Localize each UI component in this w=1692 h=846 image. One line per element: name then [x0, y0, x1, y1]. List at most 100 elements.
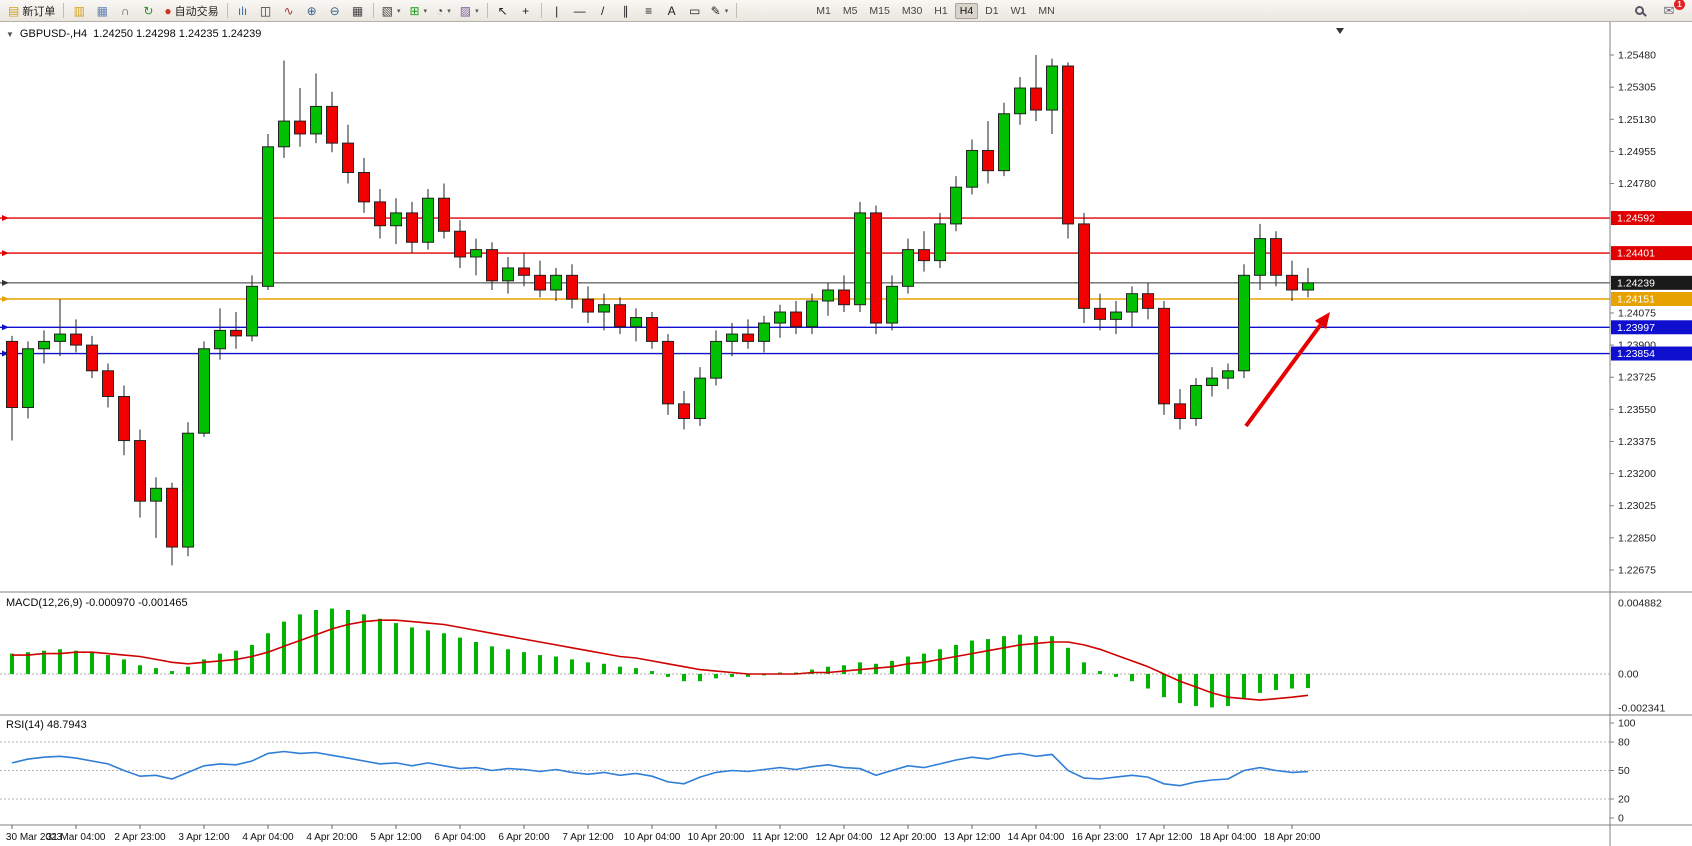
trend-arrow-annotation[interactable] — [1244, 312, 1330, 428]
candle — [118, 385, 130, 456]
timeline-label: 12 Apr 20:00 — [880, 832, 937, 843]
line-chart-button[interactable]: ∿ — [278, 1, 300, 21]
new-order-button[interactable]: ▤ 新订单 — [4, 1, 59, 21]
rsi-indicator-label: RSI(14) 48.7943 — [6, 719, 87, 731]
timeline-label: 10 Apr 20:00 — [688, 832, 745, 843]
vertical-line-icon: | — [555, 3, 559, 18]
candle — [966, 139, 978, 195]
bar-chart-button[interactable]: ılı — [232, 1, 254, 21]
timeline-label: 4 Apr 04:00 — [242, 832, 294, 843]
indicators-button[interactable]: ⊞ ▾ — [405, 1, 431, 21]
candle — [214, 308, 226, 360]
candle — [1222, 363, 1234, 390]
refresh-button[interactable]: ↻ — [137, 1, 159, 21]
timeline-label: 3 Apr 12:00 — [178, 832, 230, 843]
cursor-button[interactable]: ↖ — [492, 1, 514, 21]
support-line-1[interactable] — [0, 324, 1610, 331]
search-button[interactable] — [1628, 1, 1650, 21]
candle — [934, 212, 946, 268]
candle — [774, 304, 786, 338]
price-badge-value: 1.23997 — [1617, 322, 1655, 334]
one-click-trading-toggle-icon[interactable]: ▼ — [6, 29, 14, 39]
timeframe-M5[interactable]: M5 — [842, 4, 858, 17]
crosshair-icon: + — [522, 3, 530, 18]
text-button[interactable]: A — [661, 1, 683, 21]
mailbox-icon: ✉ — [1663, 3, 1675, 18]
price-badge: 1.24592 — [1611, 211, 1692, 226]
draw-dropdown-icon[interactable]: ▾ — [724, 7, 729, 15]
channel-button[interactable]: ∥ — [615, 1, 637, 21]
crosshair-button[interactable]: + — [515, 1, 537, 21]
timeline-label: 18 Apr 20:00 — [1264, 832, 1321, 843]
support-line-2[interactable] — [0, 350, 1610, 357]
timeline-label: 12 Apr 04:00 — [816, 832, 873, 843]
timeline-label: 14 Apr 04:00 — [1008, 832, 1065, 843]
vertical-line-button[interactable]: | — [546, 1, 568, 21]
timeframe-W1[interactable]: W1 — [1010, 4, 1027, 17]
toolbar-separator — [486, 3, 488, 18]
rsi-scale-label: 20 — [1618, 794, 1630, 806]
price-badge: 1.23997 — [1611, 320, 1692, 335]
new-chart-dropdown-icon[interactable]: ▾ — [396, 7, 401, 15]
toolbar-separator — [63, 3, 65, 18]
price-scale[interactable] — [1610, 22, 1692, 846]
support-icon: ∩ — [121, 3, 130, 18]
candle — [470, 238, 482, 276]
support-button[interactable]: ∩ — [114, 1, 136, 21]
chart-shift-marker[interactable] — [1336, 28, 1344, 34]
periods-button[interactable]: ◔ ▾ — [432, 1, 455, 21]
candle — [822, 282, 834, 316]
candle — [390, 198, 402, 245]
templates-dropdown-icon[interactable]: ▾ — [475, 7, 479, 15]
indicators-dropdown-icon[interactable]: ▾ — [423, 7, 428, 15]
timeframe-D1[interactable]: D1 — [985, 4, 999, 17]
time-scale[interactable] — [0, 825, 1610, 846]
zoom-in-button[interactable]: ⊕ — [301, 1, 323, 21]
candle — [758, 315, 770, 353]
candle — [806, 293, 818, 335]
price-badge: 1.24151 — [1611, 292, 1692, 307]
draw-button[interactable]: ✎ ▾ — [707, 1, 733, 21]
label-button[interactable]: ▭ — [684, 1, 706, 21]
timeframe-M15[interactable]: M15 — [869, 4, 890, 17]
data-window-button[interactable]: ▦ — [91, 1, 113, 21]
pivot-line[interactable] — [0, 296, 1610, 303]
chart-background — [0, 22, 1692, 846]
candle — [566, 264, 578, 309]
price-axis-label: 1.23200 — [1618, 468, 1656, 480]
new-chart-button[interactable]: ▧ ▾ — [378, 1, 405, 21]
label-icon: ▭ — [688, 3, 701, 18]
rsi-scale-label: 50 — [1618, 765, 1630, 777]
candle — [1270, 231, 1282, 287]
fibonacci-button[interactable]: ≡ — [638, 1, 660, 21]
tile-windows-button[interactable]: ▦ — [347, 1, 369, 21]
notifications-button[interactable]: ✉ 1 — [1658, 0, 1685, 21]
trendline-button[interactable]: / — [592, 1, 614, 21]
candlestick-chart-button[interactable]: ◫ — [255, 1, 277, 21]
candle — [902, 238, 914, 294]
periods-dropdown-icon[interactable]: ▾ — [447, 7, 451, 15]
candle — [726, 323, 738, 357]
horizontal-line-button[interactable]: — — [569, 1, 591, 21]
chart-canvas[interactable]: 1.25480 1.25305 1.25130 1.24955 1.24780 1.240… — [0, 22, 1692, 846]
timeframe-H4[interactable]: H4 — [954, 2, 979, 19]
candle — [310, 73, 322, 144]
candle — [710, 330, 722, 386]
timeframe-M30[interactable]: M30 — [901, 4, 923, 17]
autotrading-button[interactable]: ● 自动交易 — [160, 1, 222, 21]
candle — [102, 363, 114, 408]
candle — [1062, 62, 1074, 239]
new-chart-icon: ▧ — [381, 3, 393, 18]
toolbar-separator — [372, 3, 374, 18]
timeframe-M1[interactable]: M1 — [816, 4, 831, 17]
templates-button[interactable]: ▨ ▾ — [456, 1, 483, 21]
market-watch-button[interactable]: ▥ — [68, 1, 90, 21]
candle — [838, 275, 850, 313]
timeframe-H1[interactable]: H1 — [934, 4, 948, 17]
price-badge-value: 1.24151 — [1617, 294, 1655, 306]
candle — [22, 341, 34, 419]
timeframe-MN[interactable]: MN — [1038, 4, 1055, 17]
candle — [86, 335, 98, 379]
zoom-out-button[interactable]: ⊖ — [324, 1, 346, 21]
bar-chart-icon: ılı — [237, 3, 248, 18]
